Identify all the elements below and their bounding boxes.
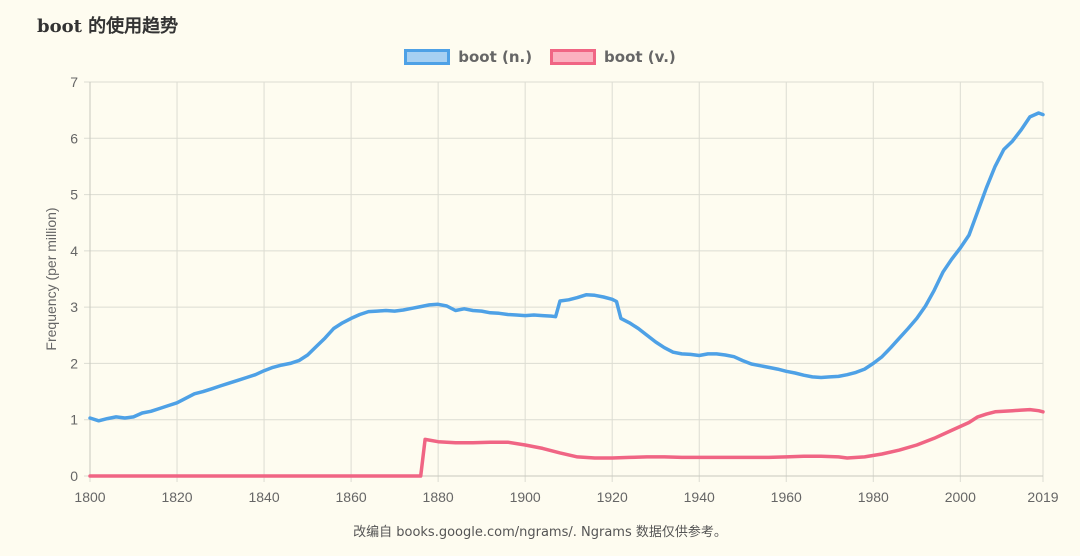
source-note: 改编自 books.google.com/ngrams/. Ngrams 数据仅…: [353, 525, 727, 540]
x-tick-label: 1980: [858, 489, 889, 505]
x-tick-label: 1880: [423, 489, 454, 505]
y-tick-label: 4: [70, 243, 78, 259]
legend-item-boot-verb[interactable]: boot (v.): [550, 48, 676, 66]
legend-swatch-boot-verb: [550, 49, 597, 65]
y-tick-label: 3: [70, 299, 78, 315]
y-tick-label: 2: [70, 355, 78, 371]
y-tick-label: 5: [70, 187, 78, 203]
legend-label-boot-verb: boot (v.): [604, 48, 676, 66]
x-tick-label: 1820: [161, 489, 192, 505]
legend-label-boot-noun: boot (n.): [458, 48, 533, 66]
y-tick-label: 6: [70, 130, 78, 146]
x-tick-label: 1960: [771, 489, 802, 505]
legend-swatch-boot-noun: [404, 49, 451, 65]
chart-legend: boot (n.) boot (v.): [0, 48, 1080, 66]
chart-axes: 1800 1820 1840 1860 1880 1900 1920 1940 1960 1980…: [70, 74, 1059, 505]
x-tick-label: 1920: [597, 489, 628, 505]
series-line-boot-noun[interactable]: [88, 111, 1045, 423]
x-tick-label: 2019: [1027, 489, 1058, 505]
y-axis-label: Frequency (per million): [43, 207, 59, 350]
chart-title: boot 的使用趋势: [37, 16, 179, 37]
y-tick-label: 0: [70, 468, 78, 484]
series-line-boot-verb[interactable]: [88, 407, 1045, 478]
x-tick-label: 1860: [336, 489, 367, 505]
x-tick-label: 2000: [945, 489, 976, 505]
x-tick-label: 1900: [510, 489, 541, 505]
chart-series: [88, 111, 1045, 478]
y-tick-label: 1: [70, 412, 78, 428]
chart-grid: [84, 81, 1044, 482]
x-tick-label: 1840: [248, 489, 279, 505]
y-tick-label: 7: [70, 74, 78, 90]
x-tick-label: 1800: [74, 489, 105, 505]
x-tick-label: 1940: [684, 489, 715, 505]
legend-item-boot-noun[interactable]: boot (n.): [404, 48, 532, 66]
